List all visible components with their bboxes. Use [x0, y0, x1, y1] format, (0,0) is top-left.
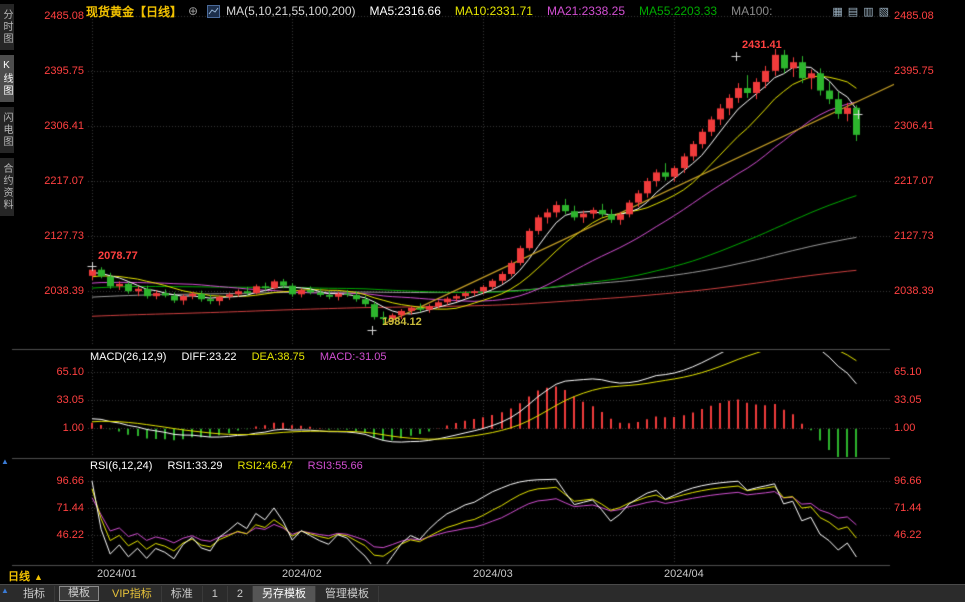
layout-icon-group: ▦ ▤ ▥ ▧ [832, 5, 889, 18]
price-axis-label: 2217.07 [894, 175, 934, 187]
ma100-value: MA100: [731, 4, 773, 18]
macd-dea-value: DEA:38.75 [251, 351, 305, 363]
rsi-legend: RSI(6,12,24) RSI1:33.29 RSI2:46.47 RSI3:… [90, 460, 375, 472]
left-tab-strip: 分时图 K线图 闪电图 合约资料 [0, 4, 14, 216]
price-axis-label: 2395.75 [44, 65, 84, 77]
ma5-value: MA5:2316.66 [369, 4, 441, 18]
price-axis-label: 2127.73 [894, 230, 934, 242]
tab-indicators[interactable]: 指标 [14, 585, 55, 602]
tab-template-1[interactable]: 1 [203, 585, 228, 602]
tab-template-2[interactable]: 2 [228, 585, 253, 602]
price-annotation-peak: 2431.41 [742, 39, 782, 51]
rsi-axis-label: 96.66 [56, 475, 84, 487]
price-axis-label: 2395.75 [894, 65, 934, 77]
tab-standard[interactable]: 标准 [162, 585, 203, 602]
rsi2-value: RSI2:46.47 [237, 460, 293, 472]
tab-kline-chart[interactable]: K线图 [0, 55, 14, 102]
indicator-icon [207, 4, 221, 18]
macd-axis-label: 33.05 [56, 394, 84, 406]
price-annotation-high-jan: 2078.77 [98, 250, 138, 262]
price-axis-label: 2485.08 [44, 10, 84, 22]
save-template-tab[interactable]: 另存模板 [252, 585, 316, 602]
macd-hist-value: MACD:-31.05 [319, 351, 387, 363]
date-axis-label: 2024/01 [97, 568, 137, 580]
ma55-value: MA55:2203.33 [639, 4, 718, 18]
tab-time-chart[interactable]: 分时图 [0, 4, 14, 50]
rsi1-value: RSI1:33.29 [167, 460, 223, 472]
period-dropdown-icon: ▲ [34, 572, 43, 582]
tab-contract-info[interactable]: 合约资料 [0, 158, 14, 216]
pane-toggle-icon[interactable]: ▲ [1, 457, 9, 466]
rsi3-value: RSI3:55.66 [307, 460, 363, 472]
price-annotation-low: 1984.12 [382, 316, 422, 328]
price-axis-label: 2306.41 [894, 120, 934, 132]
macd-legend: MACD(26,12,9) DIFF:23.22 DEA:38.75 MACD:… [90, 351, 398, 363]
ma10-value: MA10:2331.71 [454, 4, 533, 18]
tab-vip-indicators[interactable]: VIP指标 [103, 585, 162, 602]
date-axis-label: 2024/02 [282, 568, 322, 580]
rsi-axis-label: 71.44 [894, 502, 922, 514]
macd-axis-label: 33.05 [894, 394, 922, 406]
period-selector[interactable]: 日线 ▲ [8, 568, 43, 584]
price-axis-label: 2127.73 [44, 230, 84, 242]
price-axis-label: 2038.39 [894, 285, 934, 297]
macd-params-label: MACD(26,12,9) [90, 351, 167, 363]
rsi-params-label: RSI(6,12,24) [90, 460, 153, 472]
macd-axis-label: 1.00 [894, 422, 916, 434]
rsi-axis-label: 46.22 [894, 529, 922, 541]
add-indicator-icon[interactable]: ⊕ [188, 4, 199, 18]
layout-grid-icon-3[interactable]: ▥ [863, 5, 874, 18]
bottom-toolbar: 指标 模板 VIP指标 标准 1 2 另存模板 管理模板 [0, 584, 965, 602]
macd-diff-value: DIFF:23.22 [181, 351, 237, 363]
macd-axis-label: 65.10 [56, 366, 84, 378]
tab-lightning-chart[interactable]: 闪电图 [0, 107, 14, 153]
ma21-value: MA21:2338.25 [546, 4, 626, 18]
period-label: 日线 [8, 571, 30, 583]
template-button[interactable]: 模板 [59, 586, 99, 601]
rsi-axis-label: 96.66 [894, 475, 922, 487]
ma-params-label: MA(5,10,21,55,100,200) [226, 4, 356, 18]
symbol-title: 现货黄金【日线】 [86, 4, 183, 19]
layout-grid-icon-1[interactable]: ▦ [832, 5, 843, 18]
price-axis-label: 2217.07 [44, 175, 84, 187]
manage-template-tab[interactable]: 管理模板 [316, 585, 379, 602]
layout-grid-icon-4[interactable]: ▧ [878, 5, 889, 18]
date-axis-label: 2024/04 [664, 568, 704, 580]
rsi-axis-label: 71.44 [56, 502, 84, 514]
macd-axis-label: 1.00 [62, 422, 84, 434]
topbar: 现货黄金【日线】 ⊕ MA(5,10,21,55,100,200) MA5:23… [14, 0, 965, 22]
pane-toggle-icon[interactable]: ▲ [1, 586, 9, 595]
macd-axis-label: 65.10 [894, 366, 922, 378]
date-axis-label: 2024/03 [473, 568, 513, 580]
price-axis-label: 2038.39 [44, 285, 84, 297]
price-axis-label: 2485.08 [894, 10, 934, 22]
rsi-axis-label: 46.22 [56, 529, 84, 541]
price-axis-label: 2306.41 [44, 120, 84, 132]
layout-grid-icon-2[interactable]: ▤ [847, 5, 859, 18]
